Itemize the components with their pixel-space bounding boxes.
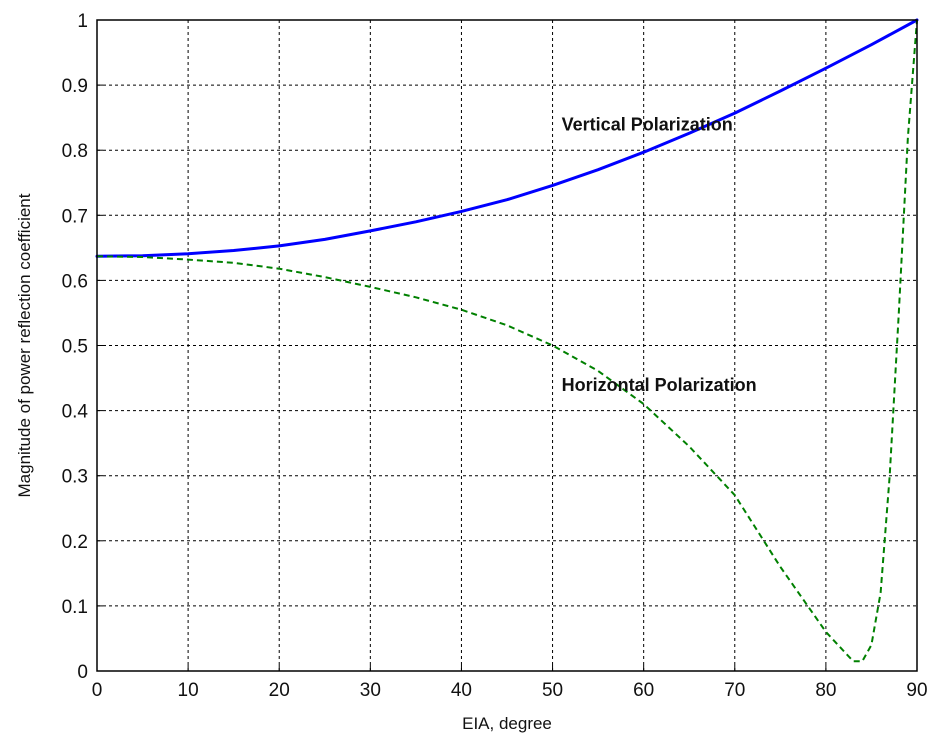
x-tick-label: 0 <box>92 680 103 701</box>
annotations: Vertical Polarization Horizontal Polariza… <box>562 115 757 395</box>
y-tick-label: 0 <box>77 662 88 683</box>
y-tick-label: 0.7 <box>62 206 88 227</box>
x-tick-label: 50 <box>542 680 563 701</box>
y-tick-label: 0.8 <box>62 141 88 162</box>
series-line-vertical <box>95 18 919 258</box>
y-tick-label: 1 <box>77 11 88 32</box>
y-axis-label: Magnitude of power reflection coefficien… <box>15 193 34 497</box>
x-tick-label: 70 <box>724 680 745 701</box>
x-tick-label: 30 <box>360 680 381 701</box>
x-tick-label: 90 <box>906 680 927 701</box>
x-tick-label: 60 <box>633 680 654 701</box>
annotation-label: Horizontal Polarization <box>562 375 757 395</box>
y-tick-label: 0.3 <box>62 467 88 488</box>
y-tick-label: 0.5 <box>62 337 88 358</box>
tick-labels: 0 10 20 30 40 50 60 70 80 90 0 0.1 0.2 0.3 0.4 0.5 0.6 0.… <box>62 11 928 701</box>
series-line-horizontal <box>96 19 918 663</box>
x-tick-label: 10 <box>178 680 199 701</box>
grid <box>97 20 917 671</box>
x-tick-label: 20 <box>269 680 290 701</box>
x-tick-label: 80 <box>815 680 836 701</box>
x-axis-label: EIA, degree <box>462 714 552 733</box>
y-tick-label: 0.4 <box>62 402 89 423</box>
y-tick-label: 0.6 <box>62 271 88 292</box>
y-tick-label: 0.9 <box>62 76 88 97</box>
y-tick-label: 0.1 <box>62 597 88 618</box>
annotation-label: Vertical Polarization <box>562 115 733 135</box>
y-tick-label: 0.2 <box>62 532 88 553</box>
series-lines <box>95 18 919 663</box>
x-tick-label: 40 <box>451 680 472 701</box>
